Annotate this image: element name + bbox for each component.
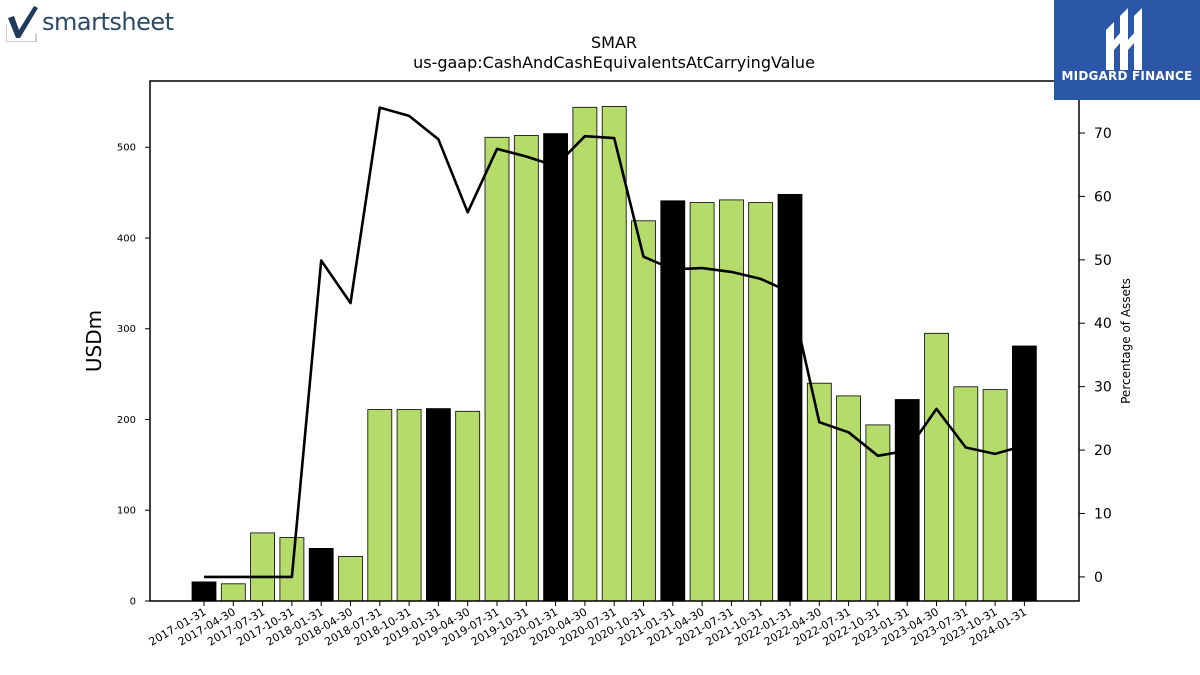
bar-2017-04-30 [220,583,246,602]
y2-tick-label-50: 50 [1094,253,1112,269]
percentage-line [204,106,1025,579]
bar-2018-10-31 [396,409,422,602]
y-tick-label-500: 500 [117,143,136,154]
bar-2018-01-31 [308,548,334,602]
bar-2022-10-31 [865,424,891,602]
y-tick-label-300: 300 [117,324,136,335]
midgard-m-logo-icon [1106,8,1142,70]
smartsheet-logo-text: smartsheet [42,8,174,36]
line-group [204,106,1025,579]
y2-tick-label-30: 30 [1094,380,1112,396]
midgard-finance-logo: MIDGARD FINANCE [1054,0,1200,100]
bar-2017-07-31 [250,532,276,602]
smartsheet-logo: smartsheet [6,4,186,44]
checkmark-logo-icon [6,6,38,42]
chart-title: SMAR [591,33,637,52]
bar-2023-04-30 [924,332,949,602]
bar-2018-04-30 [338,556,363,602]
y-tick-label-0: 0 [130,597,136,608]
y-tick-label-100: 100 [117,506,136,517]
bar-2018-07-31 [367,409,393,602]
bar-2021-10-31 [748,202,774,602]
bars-group [191,106,1037,602]
y2-tick-label-70: 70 [1094,126,1112,142]
x-axis: 2017-01-312017-04-302017-07-312017-10-31… [147,601,1029,649]
y2-axis-label: Percentage of Assets [1119,278,1133,404]
bar-2021-07-31 [719,199,744,602]
y-tick-label-400: 400 [117,233,136,244]
bar-2021-04-30 [689,202,715,602]
bar-2022-04-30 [806,382,832,602]
bar-2019-04-30 [455,410,481,602]
bar-2021-01-31 [660,200,686,602]
chart-subtitle: us-gaap:CashAndCashEquivalentsAtCarrying… [413,53,815,72]
bar-2023-07-31 [953,386,979,602]
y2-tick-label-60: 60 [1094,189,1112,205]
bar-2017-01-31 [191,581,217,602]
y2-tick-label-0: 0 [1094,570,1103,586]
bar-2020-07-31 [601,106,627,602]
left-axis: 0 100 200 300 400 500 [117,143,150,608]
midgard-logo-text: MIDGARD FINANCE [1061,69,1193,83]
y-axis-label: USDm [82,310,106,372]
bar-2020-04-30 [572,106,598,602]
y2-tick-label-10: 10 [1094,506,1112,522]
bar-2022-07-31 [836,395,861,602]
bar-2020-10-31 [631,220,656,602]
bar-2019-01-31 [425,408,451,602]
right-axis: 0 10 20 30 40 50 60 70 [1079,126,1112,586]
y2-tick-label-20: 20 [1094,443,1112,459]
bar-2019-10-31 [513,135,539,602]
bar-2022-01-31 [777,193,803,602]
y-tick-label-200: 200 [117,415,136,426]
bar-2023-10-31 [982,389,1008,602]
y2-tick-label-40: 40 [1094,316,1112,332]
bar-2024-01-31 [1012,345,1037,602]
bar-2020-01-31 [543,133,568,602]
bar-2019-07-31 [484,136,510,602]
bar-2023-01-31 [894,399,920,602]
